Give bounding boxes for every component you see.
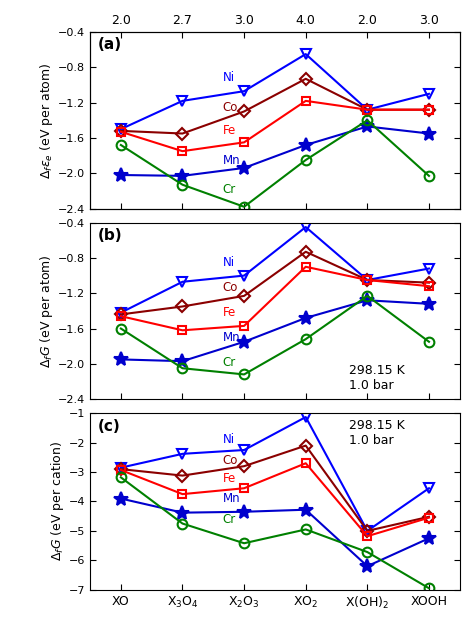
Text: Cr: Cr <box>222 183 236 196</box>
Text: Mn: Mn <box>222 331 240 344</box>
Text: Fe: Fe <box>222 124 236 137</box>
Text: Cr: Cr <box>222 356 236 369</box>
Text: Ni: Ni <box>222 433 235 446</box>
Y-axis label: $\Delta_f G$ (eV per cation): $\Delta_f G$ (eV per cation) <box>49 442 66 562</box>
Text: Fe: Fe <box>222 306 236 319</box>
Text: (b): (b) <box>98 228 122 243</box>
Text: (c): (c) <box>98 419 120 433</box>
Text: 298.15 K
1.0 bar: 298.15 K 1.0 bar <box>349 364 405 392</box>
Text: Mn: Mn <box>222 154 240 167</box>
Text: (a): (a) <box>98 37 121 53</box>
Text: Cr: Cr <box>222 513 236 526</box>
Text: Mn: Mn <box>222 492 240 505</box>
Text: Co: Co <box>222 281 238 294</box>
Text: 298.15 K
1.0 bar: 298.15 K 1.0 bar <box>349 419 405 447</box>
Y-axis label: $\Delta_f \varepsilon_e$ (eV per atom): $\Delta_f \varepsilon_e$ (eV per atom) <box>38 62 55 179</box>
Text: Ni: Ni <box>222 71 235 85</box>
Y-axis label: $\Delta_f G$ (eV per atom): $\Delta_f G$ (eV per atom) <box>38 254 55 368</box>
Text: Co: Co <box>222 454 238 467</box>
Text: Co: Co <box>222 101 238 113</box>
Text: Ni: Ni <box>222 256 235 269</box>
Text: Fe: Fe <box>222 472 236 485</box>
